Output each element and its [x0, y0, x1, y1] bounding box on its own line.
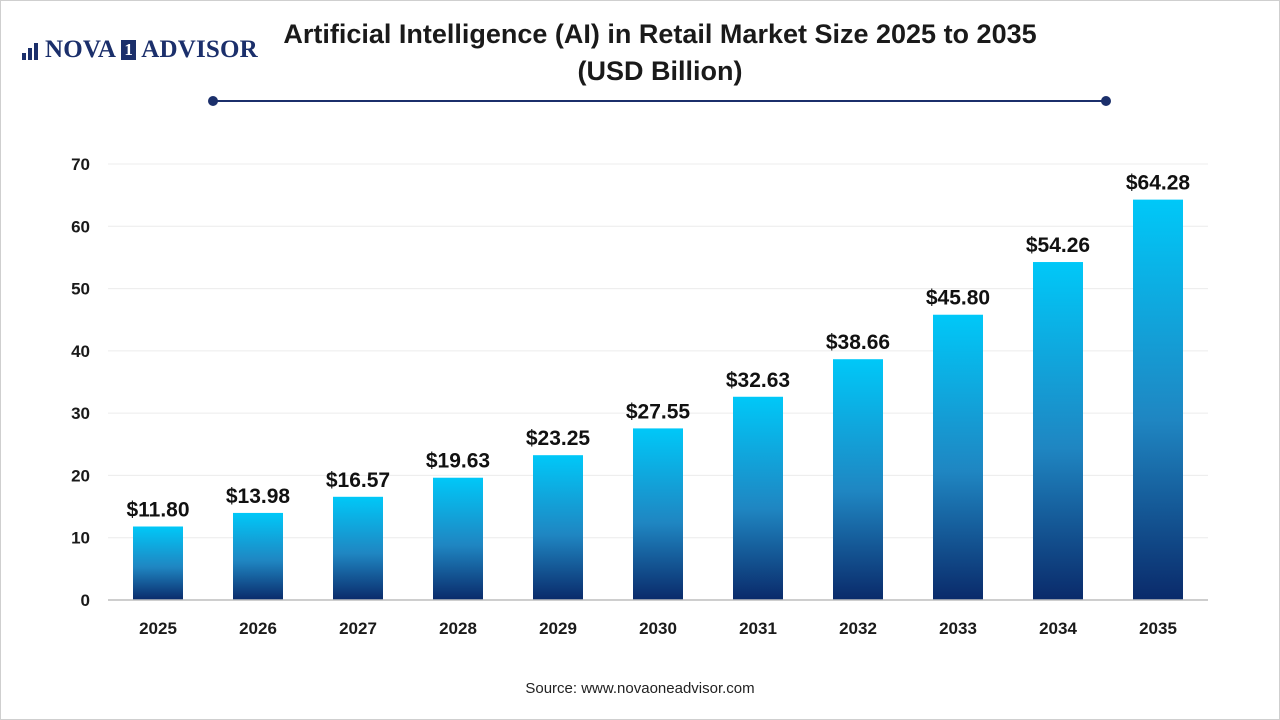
data-label: $32.63 — [726, 369, 790, 392]
title-divider — [208, 96, 1111, 106]
x-tick-label: 2033 — [939, 619, 977, 638]
chart-title: Artificial Intelligence (AI) in Retail M… — [200, 16, 1120, 90]
x-tick-label: 2025 — [139, 619, 177, 638]
bar — [133, 526, 183, 600]
x-tick-label: 2030 — [639, 619, 677, 638]
bar — [833, 359, 883, 600]
x-tick-label: 2026 — [239, 619, 277, 638]
bar — [1133, 199, 1183, 600]
y-tick-label: 70 — [71, 155, 90, 174]
y-tick-label: 20 — [71, 466, 90, 485]
brand-logo: NOVA 1 ADVISOR — [22, 36, 258, 64]
bar — [1033, 262, 1083, 600]
chart-title-line2: (USD Billion) — [577, 56, 743, 86]
x-tick-label: 2034 — [1039, 619, 1077, 638]
bar — [633, 428, 683, 600]
x-tick-label: 2035 — [1139, 619, 1177, 638]
source-note: Source: www.novaoneadvisor.com — [525, 680, 755, 697]
value-labels: $11.80 $13.98 $16.57 $19.63 $23.25 $27.55 $32.… — [126, 172, 1190, 522]
data-label: $16.57 — [326, 469, 390, 492]
x-tick-label: 2029 — [539, 619, 577, 638]
data-label: $23.25 — [526, 427, 591, 450]
y-tick-label: 10 — [71, 529, 90, 548]
bar — [733, 396, 783, 600]
data-label: $64.28 — [1126, 172, 1191, 195]
logo-text-left: NOVA — [45, 36, 117, 63]
x-tick-label: 2027 — [339, 619, 377, 638]
y-tick-label: 50 — [71, 280, 90, 299]
data-label: $11.80 — [126, 499, 189, 522]
x-tick-label: 2028 — [439, 619, 477, 638]
y-axis: 0 10 20 30 40 50 60 70 — [71, 155, 90, 610]
data-label: $38.66 — [826, 331, 890, 354]
x-tick-label: 2032 — [839, 619, 877, 638]
bars — [133, 199, 1183, 600]
logo-bars-icon — [22, 40, 38, 60]
x-tick-label: 2031 — [739, 619, 777, 638]
bar — [933, 314, 983, 600]
data-label: $13.98 — [226, 485, 291, 508]
x-axis: 2025 2026 2027 2028 2029 2030 2031 2032 2033 2034… — [108, 599, 1208, 638]
y-tick-label: 40 — [71, 342, 90, 361]
y-tick-label: 60 — [71, 217, 90, 236]
data-label: $45.80 — [926, 287, 990, 310]
data-label: $54.26 — [1026, 234, 1090, 257]
grid-lines — [108, 163, 1208, 539]
bar — [433, 477, 483, 600]
bar — [333, 496, 383, 600]
data-label: $19.63 — [426, 450, 490, 473]
y-tick-label: 30 — [71, 404, 90, 423]
data-label: $27.55 — [626, 400, 691, 423]
logo-text-right: ADVISOR — [141, 36, 258, 63]
logo-text-mid: 1 — [121, 40, 137, 60]
chart-title-line1: Artificial Intelligence (AI) in Retail M… — [283, 19, 1037, 49]
y-tick-label: 0 — [81, 591, 90, 610]
bar — [233, 512, 283, 600]
bar — [533, 455, 583, 600]
